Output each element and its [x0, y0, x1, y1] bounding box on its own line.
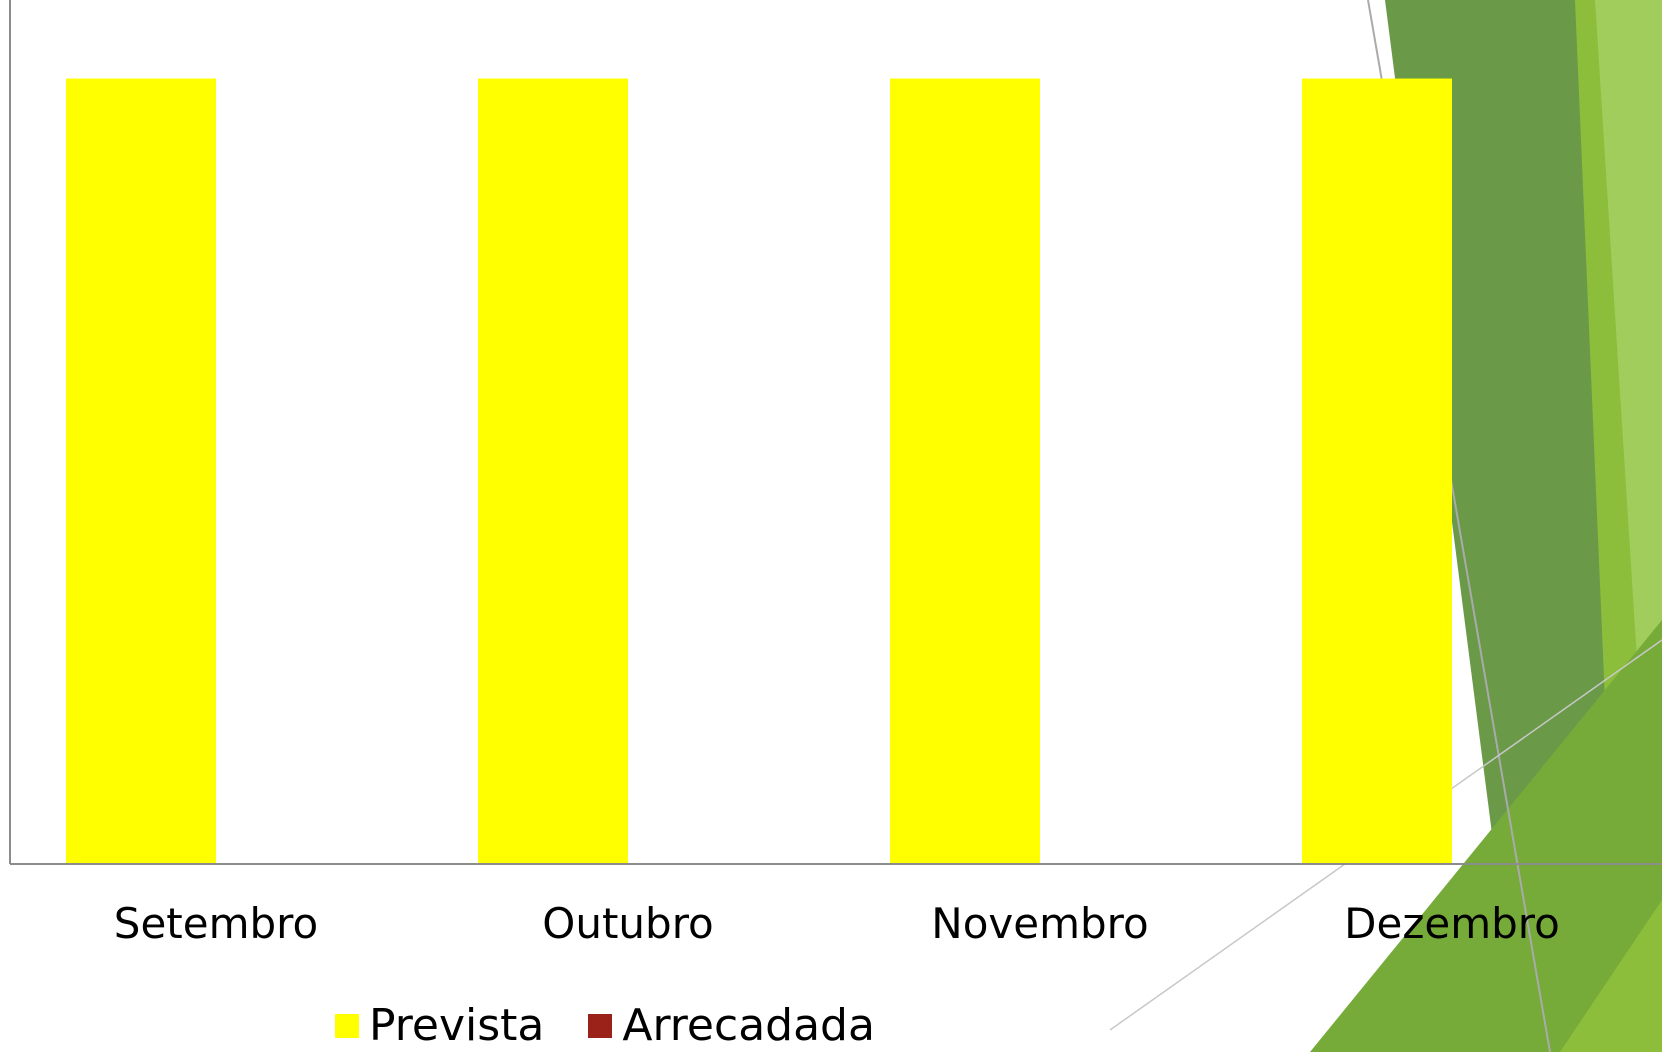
legend-label-prevista: Prevista — [369, 1000, 545, 1051]
legend-label-arrecadada: Arrecadada — [622, 1000, 875, 1051]
bar-prevista-setembro — [66, 78, 216, 864]
x-tick-label-outubro: Outubro — [542, 899, 713, 948]
chart-legend: Prevista Arrecadada — [0, 1004, 1210, 1048]
legend-item-prevista: Prevista — [335, 1004, 544, 1048]
legend-item-arrecadada: Arrecadada — [588, 1004, 875, 1048]
x-tick-label-dezembro: Dezembro — [1344, 899, 1560, 948]
x-tick-label-novembro: Novembro — [931, 899, 1148, 948]
bar-prevista-dezembro — [1302, 78, 1452, 864]
bar-prevista-novembro — [890, 78, 1040, 864]
legend-swatch-prevista — [335, 1014, 360, 1038]
decor-bright-green-triangle — [1310, 620, 1662, 1052]
x-axis-labels: Setembro Outubro Novembro Dezembro — [114, 899, 1560, 948]
legend-swatch-arrecadada — [588, 1014, 613, 1038]
decor-bottom-right — [1560, 900, 1662, 1052]
x-tick-label-setembro: Setembro — [114, 899, 318, 948]
bars-group — [66, 78, 1452, 864]
bar-prevista-outubro — [478, 78, 628, 864]
